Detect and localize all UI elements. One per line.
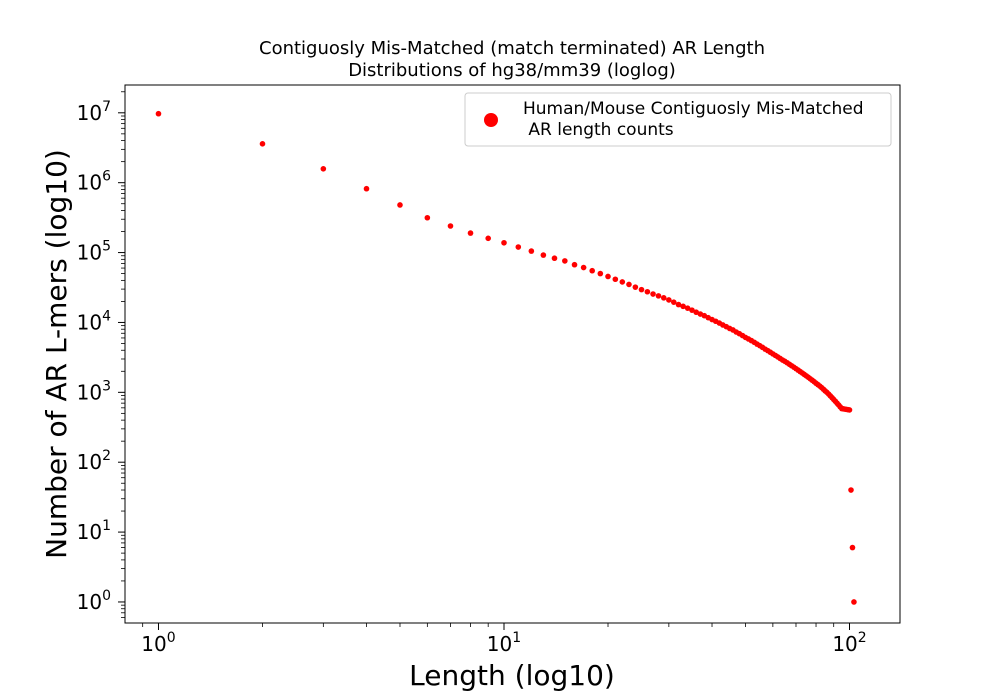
- data-point: [363, 185, 370, 192]
- x-tick-label: 102: [832, 630, 866, 656]
- legend-label-line-1: Human/Mouse Contiguosly Mis-Matched: [523, 99, 864, 119]
- x-tick-label: 101: [487, 630, 521, 656]
- data-point: [644, 288, 651, 295]
- data-point: [597, 270, 604, 277]
- legend-label-line-2: AR length counts: [523, 120, 674, 140]
- data-point: [851, 599, 857, 605]
- data-point: [501, 239, 507, 246]
- data-point: [424, 214, 431, 221]
- legend: Human/Mouse Contiguosly Mis-Matched AR l…: [464, 92, 892, 147]
- y-tick-label: 101: [77, 518, 111, 544]
- data-point: [626, 281, 632, 288]
- data-point: [571, 261, 578, 268]
- data-point: [605, 273, 611, 280]
- x-axis-label: Length (log10): [409, 659, 615, 692]
- data-point: [485, 235, 491, 242]
- y-tick-label: 103: [77, 378, 111, 404]
- data-point: [612, 276, 619, 283]
- chart-title-line-1: Contiguosly Mis-Matched (match terminate…: [259, 38, 765, 59]
- data-point: [619, 279, 626, 285]
- y-tick-label: 106: [77, 169, 111, 195]
- y-axis-label: Number of AR L-mers (log10): [40, 149, 73, 559]
- data-point: [680, 303, 686, 310]
- data-point: [562, 258, 568, 264]
- chart-title-line-2: Distributions of hg38/mm39 (loglog): [348, 60, 676, 81]
- data-point: [467, 230, 474, 236]
- data-point: [638, 286, 645, 293]
- data-point: [580, 264, 587, 271]
- data-point: [515, 244, 522, 250]
- data-points: [155, 110, 857, 605]
- y-tick-label: 104: [77, 308, 111, 334]
- data-point: [684, 305, 691, 311]
- data-point: [666, 297, 672, 303]
- data-point: [849, 544, 856, 551]
- data-point: [551, 255, 558, 262]
- data-point: [155, 110, 162, 117]
- y-tick-label: 107: [77, 99, 111, 125]
- data-point: [540, 252, 547, 258]
- y-tick-label: 102: [77, 448, 111, 474]
- data-point: [689, 307, 695, 313]
- data-point: [675, 301, 682, 308]
- y-axis-ticks: 100 101 102 103 104 105 106 107: [77, 91, 125, 618]
- data-point: [670, 299, 677, 305]
- data-point: [528, 248, 535, 254]
- data-point: [846, 407, 853, 413]
- y-tick-label: 100: [77, 588, 111, 614]
- data-point: [632, 284, 639, 290]
- data-point: [655, 293, 662, 299]
- data-point: [447, 223, 454, 229]
- data-point: [848, 487, 854, 493]
- data-point: [320, 166, 327, 172]
- data-point: [650, 291, 656, 297]
- data-point: [397, 202, 403, 208]
- data-point: [259, 141, 266, 147]
- legend-box: [464, 92, 892, 147]
- y-tick-label: 105: [77, 239, 111, 265]
- data-point: [589, 267, 595, 274]
- x-tick-label: 100: [141, 630, 175, 656]
- x-axis-ticks: 100 101 102: [141, 623, 867, 656]
- data-point: [660, 295, 667, 301]
- legend-marker: [484, 113, 498, 127]
- plot-area-frame: [124, 84, 901, 624]
